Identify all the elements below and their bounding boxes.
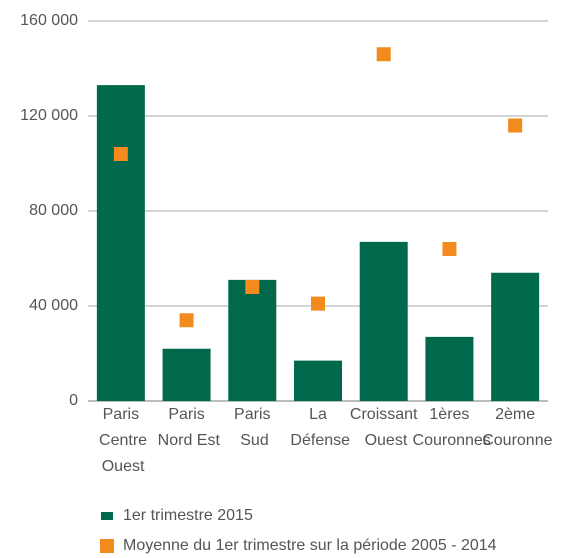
bar — [425, 336, 474, 401]
x-tick-label: Croissant Ouest — [350, 406, 418, 449]
marker — [311, 296, 325, 311]
x-tick-label: Paris Sud — [234, 406, 270, 449]
y-tick-label: 80 000 — [29, 202, 78, 219]
legend-swatch — [100, 539, 114, 553]
y-tick-label: 120 000 — [20, 107, 78, 124]
x-tick-label: 2ème Couronne — [478, 406, 553, 449]
bar — [359, 241, 408, 401]
bar — [294, 360, 342, 401]
marker — [508, 118, 523, 133]
legend-label: Moyenne du 1er trimestre sur la période … — [123, 537, 497, 554]
bar — [491, 272, 540, 401]
legend-swatch — [101, 512, 113, 520]
x-tick-label: 1ères Couronnes — [408, 406, 491, 449]
legend-label: 1er trimestre 2015 — [123, 507, 253, 524]
x-tick-label: La Défense — [286, 406, 350, 449]
bar — [96, 85, 145, 401]
x-tick-label: Paris Centre Ouest — [95, 406, 148, 475]
marker — [113, 147, 128, 161]
y-tick-label: 40 000 — [29, 297, 78, 314]
bar — [162, 348, 211, 401]
y-tick-label: 0 — [69, 392, 78, 409]
x-tick-label: Paris Nord Est — [153, 406, 220, 449]
marker — [245, 280, 260, 294]
bar — [228, 279, 277, 401]
marker — [442, 242, 457, 256]
marker — [376, 47, 391, 62]
marker — [179, 313, 194, 328]
y-tick-label: 160 000 — [20, 12, 78, 29]
